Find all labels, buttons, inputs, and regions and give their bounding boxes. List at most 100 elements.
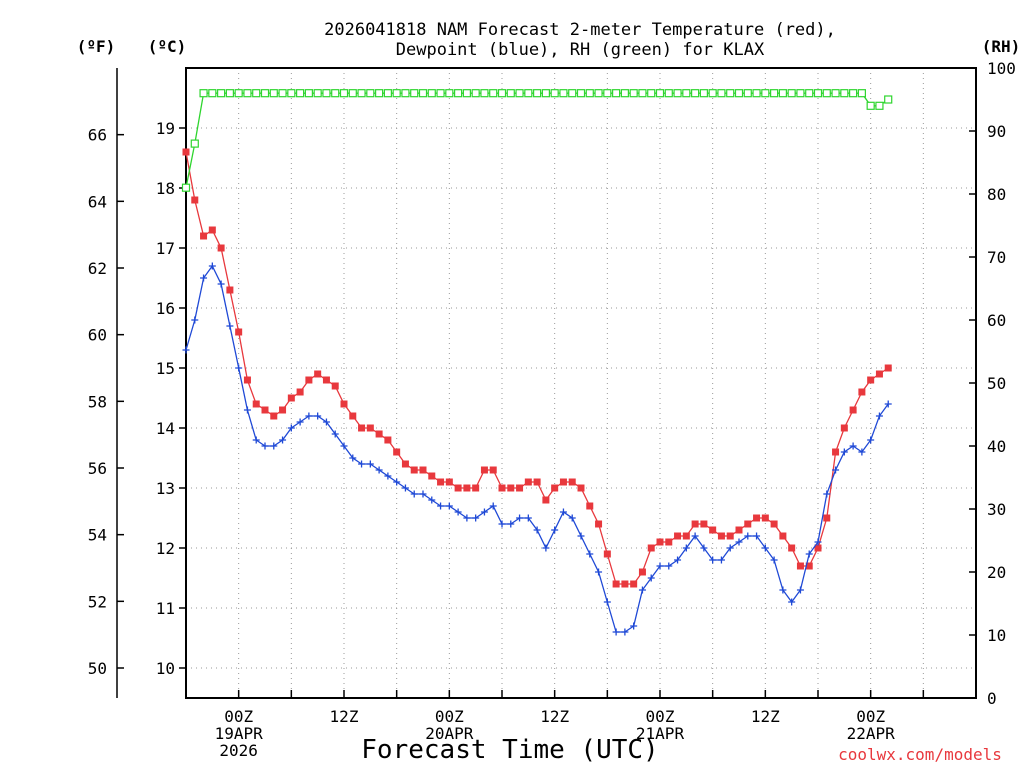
dewpoint-point bbox=[770, 556, 778, 564]
chart-grid bbox=[186, 68, 976, 698]
rh-unit-label: (RH) bbox=[982, 37, 1021, 56]
fahrenheit-tick-label: 60 bbox=[88, 326, 107, 345]
dewpoint-point bbox=[322, 418, 330, 426]
2-meter-temperature-point bbox=[761, 514, 769, 522]
x-tick-label: 00Z bbox=[856, 707, 885, 726]
2-meter-temperature-point bbox=[753, 514, 761, 522]
2-meter-temperature-point bbox=[647, 544, 655, 552]
2-meter-temperature-point bbox=[603, 550, 611, 558]
2-meter-temperature-point bbox=[568, 478, 576, 486]
2-meter-temperature-point bbox=[445, 478, 453, 486]
dewpoint-point bbox=[410, 490, 418, 498]
2-meter-temperature-point bbox=[191, 196, 199, 204]
dewpoint-point bbox=[656, 562, 664, 570]
dewpoint-point bbox=[551, 526, 559, 534]
dewpoint-point bbox=[691, 532, 699, 540]
dewpoint-point bbox=[463, 514, 471, 522]
rh-point bbox=[831, 89, 840, 98]
dewpoint-point bbox=[305, 412, 313, 420]
rh-tick-label: 80 bbox=[987, 185, 1006, 204]
x-tick-label: 22APR bbox=[847, 724, 896, 743]
2-meter-temperature-point bbox=[217, 244, 225, 252]
celsius-tick-label: 10 bbox=[156, 659, 175, 678]
2-meter-temperature-point bbox=[770, 520, 778, 528]
dewpoint-point bbox=[270, 442, 278, 450]
2-meter-temperature-point bbox=[577, 484, 585, 492]
dewpoint-point bbox=[287, 424, 295, 432]
2-meter-temperature-point bbox=[226, 286, 234, 294]
2-meter-temperature-point bbox=[463, 484, 471, 492]
dewpoint-point bbox=[603, 598, 611, 606]
dewpoint-point bbox=[384, 472, 392, 480]
dewpoint-point bbox=[349, 454, 357, 462]
rh-point bbox=[734, 89, 744, 98]
dewpoint-point bbox=[252, 436, 260, 444]
dewpoint-point bbox=[314, 412, 322, 420]
chart-title: 2026041818 NAM Forecast 2-meter Temperat… bbox=[324, 20, 836, 40]
fahrenheit-tick-label: 66 bbox=[88, 126, 107, 145]
rh-point bbox=[866, 101, 875, 110]
2-meter-temperature-point bbox=[401, 460, 409, 468]
2-meter-temperature-point bbox=[393, 448, 401, 456]
dewpoint-point bbox=[261, 442, 269, 450]
2-meter-temperature-point bbox=[638, 568, 646, 576]
rh-point bbox=[813, 89, 823, 98]
rh-point bbox=[322, 89, 331, 98]
2-meter-temperature-point bbox=[559, 478, 567, 486]
rh-point bbox=[655, 89, 665, 98]
x-tick-label: 21APR bbox=[636, 724, 685, 743]
rh-point bbox=[436, 89, 445, 98]
2-meter-temperature-point bbox=[788, 544, 796, 552]
dewpoint-point bbox=[761, 544, 769, 552]
fahrenheit-tick-label: 64 bbox=[88, 192, 107, 211]
rh-point bbox=[383, 89, 392, 98]
series-layer bbox=[181, 89, 893, 636]
2-meter-temperature-point bbox=[331, 382, 339, 390]
rh-point bbox=[770, 89, 779, 98]
rh-point bbox=[822, 89, 831, 98]
dewpoint-point bbox=[744, 532, 752, 540]
rh-point bbox=[418, 89, 428, 98]
dewpoint-point bbox=[191, 316, 199, 324]
rh-tick-label: 100 bbox=[987, 59, 1016, 78]
dewpoint-point bbox=[235, 364, 243, 372]
rh-point bbox=[541, 89, 550, 98]
2-meter-temperature-point bbox=[542, 496, 550, 504]
dewpoint-point bbox=[832, 466, 840, 474]
rh-point bbox=[787, 89, 796, 98]
rh-point bbox=[629, 89, 638, 98]
2-meter-temperature-point bbox=[208, 226, 216, 234]
rh-point bbox=[524, 89, 533, 98]
x-axis-label: Forecast Time (UTC) bbox=[361, 735, 658, 765]
2-meter-temperature-point bbox=[814, 544, 822, 552]
x-tick-label: 00Z bbox=[435, 707, 464, 726]
dewpoint-point bbox=[208, 262, 216, 270]
2-meter-temperature-point bbox=[384, 436, 392, 444]
2-meter-temperature-point bbox=[279, 406, 287, 414]
dewpoint-point bbox=[393, 478, 401, 486]
rh-point bbox=[699, 89, 708, 98]
rh-point bbox=[462, 89, 471, 98]
fahrenheit-tick-label: 56 bbox=[88, 459, 107, 478]
2-meter-temperature-point bbox=[840, 424, 848, 432]
dewpoint-point bbox=[226, 322, 234, 330]
rh-point bbox=[375, 89, 384, 98]
2-meter-temperature-point bbox=[305, 376, 313, 384]
fahrenheit-tick-label: 52 bbox=[88, 592, 107, 611]
x-tick-label: 2026 bbox=[219, 741, 258, 760]
dewpoint-point bbox=[717, 556, 725, 564]
rh-point bbox=[708, 89, 717, 98]
2-meter-temperature-point bbox=[832, 448, 840, 456]
rh-point bbox=[296, 89, 305, 98]
rh-point bbox=[603, 89, 612, 98]
rh-tick-label: 40 bbox=[987, 437, 1006, 456]
rh-point bbox=[260, 89, 270, 98]
rh-point bbox=[313, 89, 322, 98]
rh-point bbox=[550, 89, 559, 98]
2-meter-temperature-point bbox=[322, 376, 330, 384]
2-meter-temperature-point bbox=[858, 388, 866, 396]
2-meter-temperature-point bbox=[630, 580, 638, 588]
x-tick-label: 12Z bbox=[751, 707, 780, 726]
dewpoint-point bbox=[489, 502, 497, 510]
2-meter-temperature-point bbox=[586, 502, 594, 510]
